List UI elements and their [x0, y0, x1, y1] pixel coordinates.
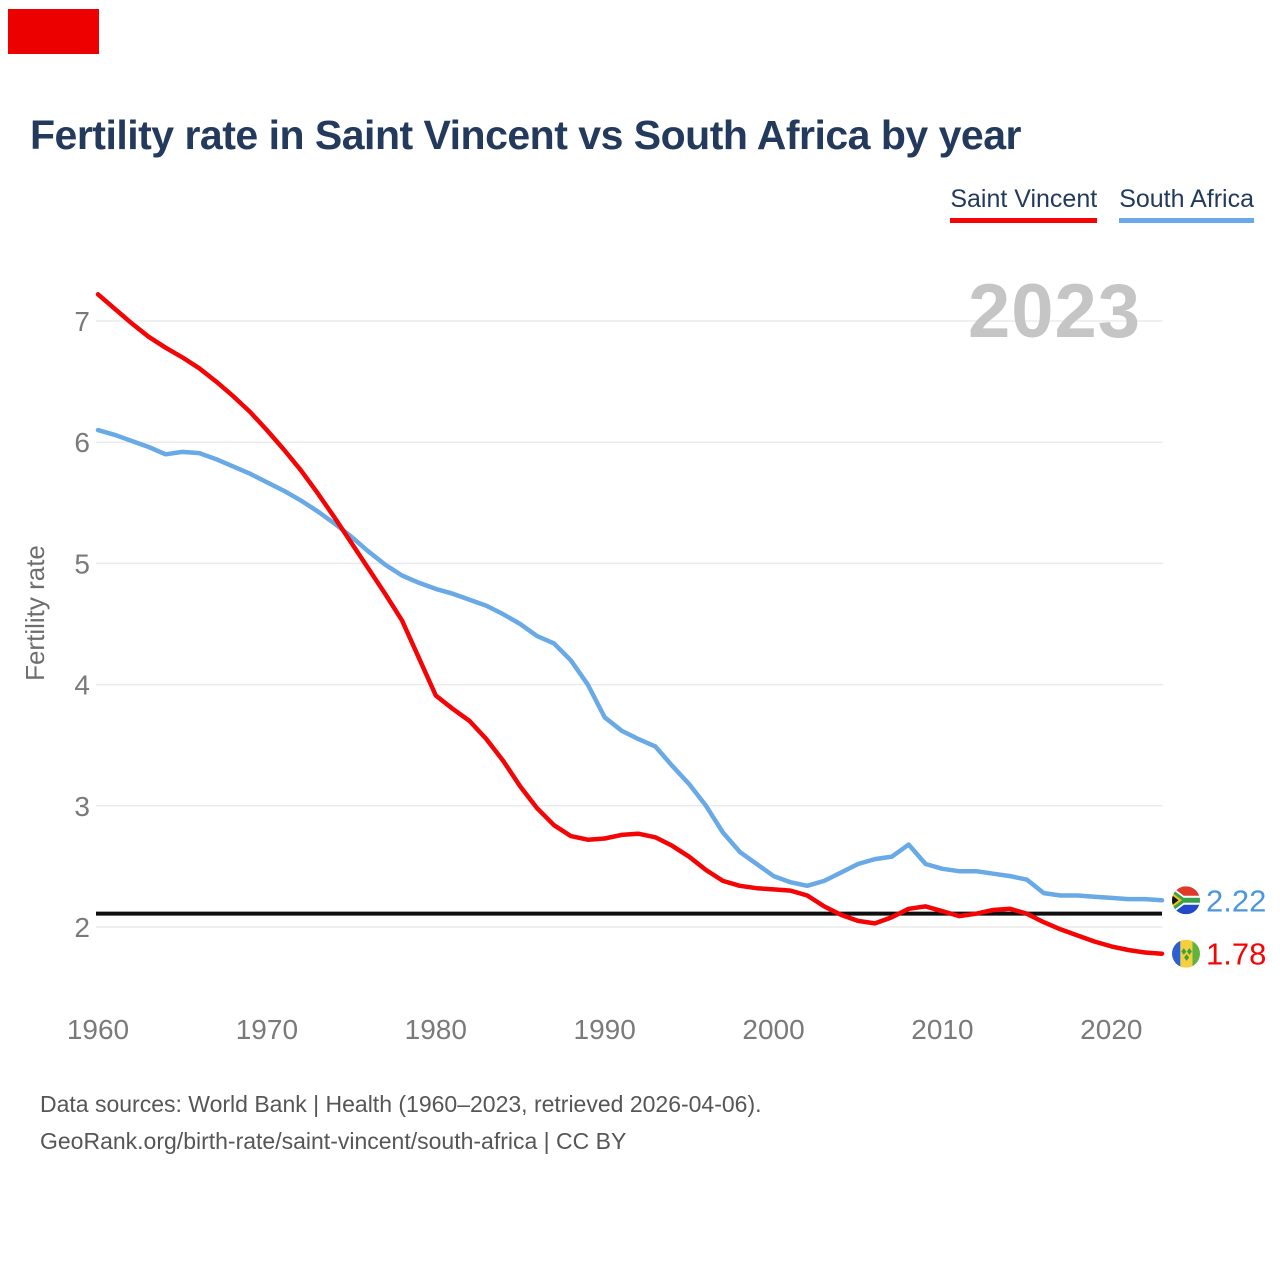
saint-vincent-flag-icon — [1172, 939, 1200, 968]
y-axis-title: Fertility rate — [20, 545, 50, 681]
page-title: Fertility rate in Saint Vincent vs South… — [30, 112, 1021, 158]
legend-item-south-africa[interactable]: South Africa — [1119, 185, 1254, 223]
legend-label-south-africa: South Africa — [1119, 185, 1254, 213]
x-tick-label: 2020 — [1080, 1014, 1142, 1045]
y-tick-label: 6 — [74, 427, 90, 458]
series-line-south-africa — [95, 427, 1165, 903]
end-value-south-africa: 2.22 — [1206, 883, 1266, 918]
y-tick-label: 2 — [74, 912, 90, 943]
end-value-saint-vincent: 1.78 — [1206, 937, 1266, 972]
y-tick-label: 3 — [74, 791, 90, 822]
legend: Saint Vincent South Africa — [950, 185, 1254, 223]
x-tick-label: 1980 — [405, 1014, 467, 1045]
y-tick-label: 7 — [74, 306, 90, 337]
footer: Data sources: World Bank | Health (1960–… — [40, 1086, 762, 1160]
legend-item-saint-vincent[interactable]: Saint Vincent — [950, 185, 1098, 223]
series-line-saint-vincent — [95, 292, 1165, 956]
x-tick-label: 1960 — [67, 1014, 129, 1045]
legend-underline-saint-vincent — [950, 218, 1098, 223]
x-tick-label: 2000 — [742, 1014, 804, 1045]
data-source-line: Data sources: World Bank | Health (1960–… — [40, 1091, 762, 1117]
x-tick-label: 1970 — [236, 1014, 298, 1045]
x-tick-label: 1990 — [574, 1014, 636, 1045]
watermark-year: 2023 — [968, 269, 1142, 354]
south-africa-flag-icon — [1172, 886, 1200, 915]
legend-underline-south-africa — [1119, 218, 1254, 223]
red-annotation-box — [8, 9, 99, 54]
attribution-line: GeoRank.org/birth-rate/saint-vincent/sou… — [40, 1128, 627, 1154]
y-tick-label: 5 — [74, 548, 90, 579]
y-tick-label: 4 — [74, 670, 90, 701]
x-tick-label: 2010 — [911, 1014, 973, 1045]
legend-label-saint-vincent: Saint Vincent — [950, 185, 1098, 213]
